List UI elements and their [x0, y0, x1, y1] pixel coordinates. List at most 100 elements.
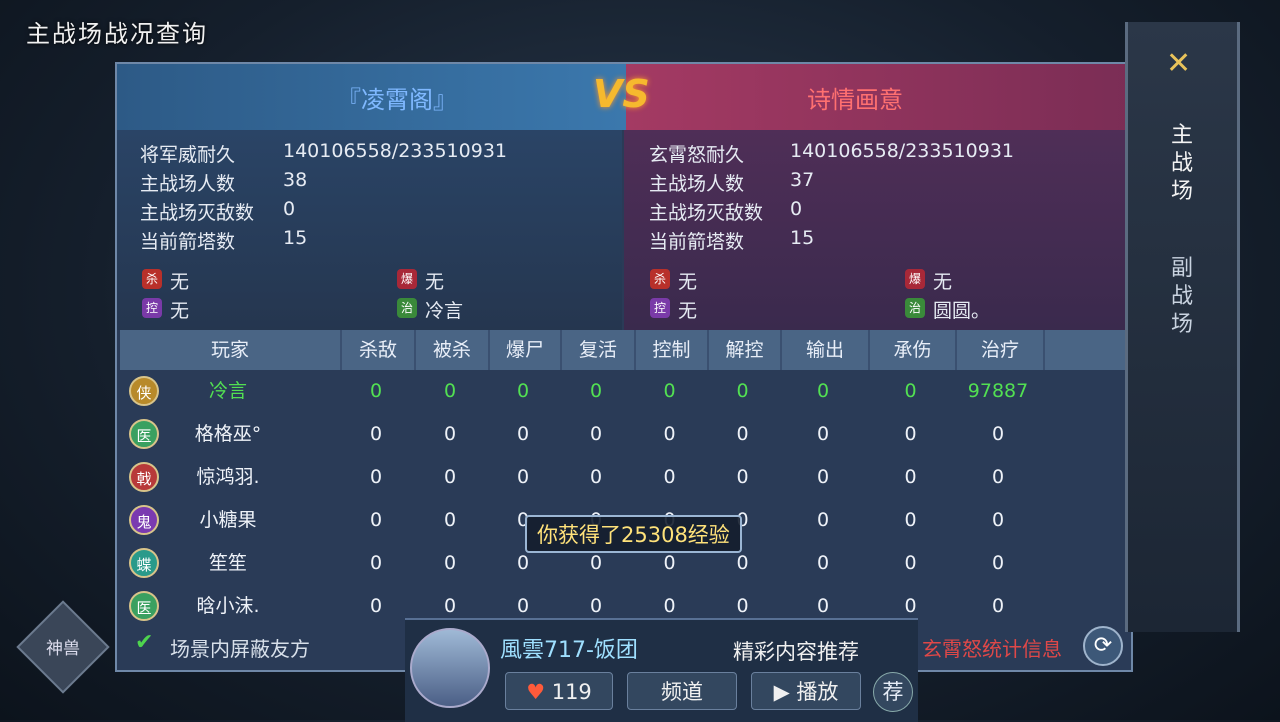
stat-cell: 0: [369, 380, 383, 402]
team-header-left: [117, 64, 626, 130]
recommend-button[interactable]: 荐: [873, 672, 913, 712]
stat-cell: 0: [991, 509, 1005, 531]
like-button[interactable]: ♥ 119: [505, 672, 613, 710]
play-label: 播放: [796, 680, 839, 704]
column-header: 解控: [709, 330, 782, 370]
table-header: 玩家 杀敌 被杀 爆尸 复活 控制 解控 输出 承伤 治疗: [120, 330, 1131, 370]
like-count: 119: [551, 680, 592, 704]
stat-cell: 0: [663, 423, 676, 445]
stat-cell: 97887: [967, 380, 1029, 402]
column-header: 控制: [636, 330, 709, 370]
recommend-title: 精彩内容推荐: [733, 640, 859, 664]
player-name: 晗小沫.: [196, 595, 260, 617]
stat-cell: 0: [816, 509, 830, 531]
stat-cell: 0: [663, 552, 676, 574]
buff-text: 无: [678, 300, 698, 322]
column-header: 玩家: [120, 330, 342, 370]
player-card: 風雲717-饭团 精彩内容推荐 ♥ 119 频道 ▶ 播放 荐: [405, 618, 918, 722]
stat-label: 主战场灭敌数: [649, 202, 764, 224]
channel-label: 频道: [661, 680, 703, 704]
screen-title: 主战场战况查询: [26, 20, 208, 48]
column-header: 治疗: [957, 330, 1045, 370]
buff-text: 无: [170, 300, 190, 322]
stat-label: 将军威耐久: [140, 144, 236, 166]
checkbox[interactable]: ✔: [135, 630, 154, 655]
class-icon: 侠: [129, 376, 159, 406]
stat-value: 140106558/233510931: [283, 140, 507, 162]
column-header: 被杀: [416, 330, 490, 370]
tab-secondary[interactable]: 副战场: [1170, 256, 1193, 337]
stat-cell: 0: [516, 595, 530, 617]
stat-cell: 0: [991, 552, 1005, 574]
stat-cell: 0: [816, 423, 830, 445]
buff-icon: 爆: [905, 269, 925, 289]
play-button[interactable]: ▶ 播放: [751, 672, 861, 710]
stat-value: 15: [790, 227, 815, 249]
stat-cell: 0: [369, 552, 383, 574]
stat-value: 15: [283, 227, 308, 249]
column-header: 复活: [562, 330, 636, 370]
class-icon: 鬼: [129, 505, 159, 535]
refresh-button[interactable]: ⟳: [1083, 626, 1123, 666]
beast-button[interactable]: 神兽: [46, 639, 80, 659]
player-name: 小糖果: [199, 509, 257, 531]
stat-cell: 0: [589, 466, 603, 488]
stat-cell: 0: [589, 380, 603, 402]
channel-button[interactable]: 频道: [627, 672, 737, 710]
stat-label: 主战场人数: [140, 173, 236, 195]
column-header: 输出: [782, 330, 870, 370]
stat-cell: 0: [816, 380, 830, 402]
stat-cell: 0: [904, 509, 917, 531]
stat-cell: 0: [904, 595, 917, 617]
stat-cell: 0: [816, 466, 830, 488]
stat-cell: 0: [816, 552, 830, 574]
stat-cell: 0: [991, 466, 1005, 488]
battle-panel: 『凌霄阁』 诗情画意 VS 玩家 杀敌 被杀 爆尸 复活 控制 解控 输出 承伤 治疗 将军威耐久…: [115, 62, 1133, 672]
column-header: 爆尸: [490, 330, 562, 370]
buff-icon: 控: [650, 298, 670, 318]
heart-icon: ♥: [526, 680, 552, 704]
buff-text: 冷言: [425, 300, 464, 322]
class-icon: 蝶: [129, 548, 159, 578]
buff-icon: 爆: [397, 269, 417, 289]
stat-cell: 0: [736, 595, 749, 617]
avatar[interactable]: [410, 628, 490, 708]
stat-cell: 0: [443, 552, 457, 574]
buff-icon: 杀: [142, 269, 162, 289]
stat-cell: 0: [589, 552, 603, 574]
stat-value: 38: [283, 169, 308, 191]
stat-cell: 0: [663, 466, 676, 488]
class-icon: 戟: [129, 462, 159, 492]
close-icon[interactable]: ✕: [1166, 46, 1192, 81]
player-name: 惊鸿羽.: [196, 466, 260, 488]
play-icon: ▶: [773, 680, 797, 704]
stat-cell: 0: [516, 466, 530, 488]
stat-cell: 0: [904, 380, 917, 402]
buff-text: 无: [933, 271, 953, 293]
stat-cell: 0: [736, 466, 749, 488]
buff-icon: 治: [905, 298, 925, 318]
side-tabs: ✕ 主战场 副战场: [1125, 22, 1240, 632]
stat-cell: 0: [589, 595, 603, 617]
team-header-right: [626, 64, 1131, 130]
stat-cell: 0: [991, 595, 1005, 617]
stat-cell: 0: [369, 595, 383, 617]
player-name: 格格巫°: [194, 423, 262, 445]
stat-label: 当前箭塔数: [649, 231, 745, 253]
stat-cell: 0: [369, 466, 383, 488]
buff-text: 无: [678, 271, 698, 293]
tab-main[interactable]: 主战场: [1170, 123, 1193, 204]
class-icon: 医: [129, 419, 159, 449]
stat-cell: 0: [443, 595, 457, 617]
exp-toast: 你获得了25308经验: [525, 515, 742, 553]
shield-toggle-label[interactable]: 场景内屏蔽友方: [170, 637, 310, 661]
player-name: 風雲717-饭团: [500, 638, 638, 663]
stat-cell: 0: [663, 595, 676, 617]
stats-link[interactable]: 玄霄怒统计信息: [922, 637, 1062, 661]
buff-text: 圆圆。: [933, 300, 991, 322]
class-icon: 医: [129, 591, 159, 621]
stat-cell: 0: [736, 423, 749, 445]
stat-value: 140106558/233510931: [790, 140, 1014, 162]
player-name: 冷言: [208, 380, 247, 402]
team-name: 『凌霄阁』: [337, 86, 457, 114]
